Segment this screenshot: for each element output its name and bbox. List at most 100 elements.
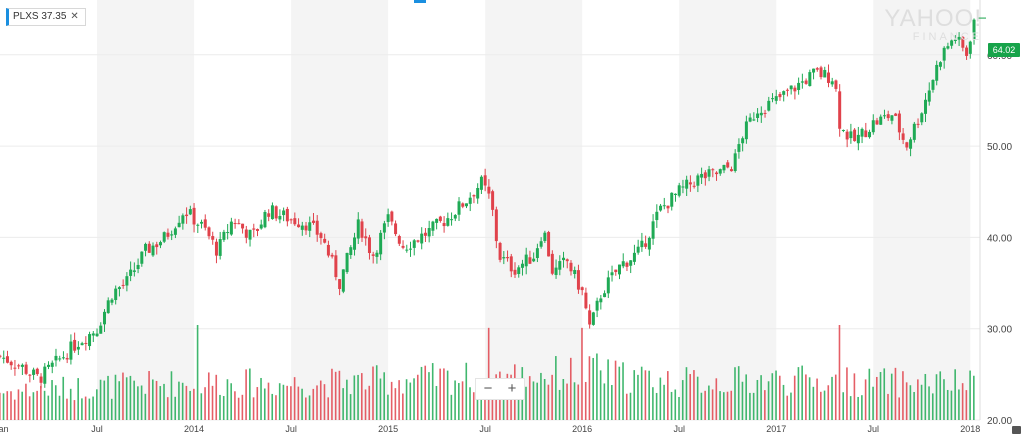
candle-body [65, 358, 69, 360]
volume-bar [674, 389, 677, 420]
volume-bar [174, 396, 176, 420]
volume-bar [566, 383, 568, 420]
volume-bar [640, 366, 643, 420]
top-scroll-marker[interactable] [414, 0, 426, 3]
candle-body [132, 270, 136, 272]
candle-body [80, 343, 84, 346]
volume-bar [737, 366, 740, 420]
candle-body [924, 99, 928, 114]
volume-bar [133, 380, 135, 420]
candle-body [640, 240, 644, 248]
volume-bar [827, 385, 830, 420]
candle-body [968, 41, 972, 54]
x-tick-label: Jul [868, 424, 880, 434]
zoom-out-button[interactable]: − [483, 380, 493, 397]
candle-body [457, 201, 461, 215]
volume-bar [107, 375, 109, 420]
candle-body [181, 215, 185, 224]
candle-body [793, 87, 797, 92]
volume-bar [40, 385, 42, 420]
volume-bar [633, 370, 636, 420]
candle-body [129, 269, 133, 276]
candle-body [961, 36, 965, 48]
volume-bar [357, 374, 359, 420]
zoom-controls: − + [475, 378, 525, 400]
candle-body [599, 298, 603, 303]
volume-bar [890, 373, 893, 420]
candle-body [117, 287, 121, 290]
logo-line1: YAHOO! [884, 5, 982, 32]
candle-body [423, 232, 427, 236]
candle-body [323, 238, 327, 243]
volume-bar [17, 389, 20, 420]
candle-body [468, 197, 472, 204]
candle-body [476, 188, 480, 199]
volume-bar [54, 385, 57, 420]
candle-body [569, 262, 573, 272]
volume-bar [887, 393, 889, 420]
volume-bar [689, 374, 692, 420]
volume-bar [428, 372, 430, 420]
volume-bar [532, 381, 535, 420]
volume-bar [939, 371, 942, 420]
volume-bar [577, 384, 580, 420]
candle-body [789, 85, 793, 90]
volume-bar [775, 370, 777, 420]
volume-bar [875, 376, 878, 420]
candle-body [752, 119, 756, 121]
candle-body [252, 228, 256, 230]
zoom-in-button[interactable]: + [507, 380, 517, 397]
candle-body [517, 267, 521, 275]
volume-bar [36, 390, 38, 420]
volume-bars [0, 325, 975, 420]
volume-bar [629, 392, 632, 420]
candle-body [603, 293, 607, 298]
candle-body [360, 221, 364, 238]
candle-body [334, 255, 338, 278]
candle-body [435, 218, 439, 223]
volume-bar [487, 327, 490, 420]
volume-bar [222, 396, 225, 420]
candle-body [270, 205, 274, 220]
candle-body [871, 120, 875, 133]
candle-body [401, 245, 405, 248]
volume-bar [282, 384, 285, 420]
volume-bar [648, 370, 650, 420]
candle-body [158, 242, 162, 246]
settings-icon[interactable] [1012, 426, 1021, 434]
candle-body [823, 69, 827, 78]
close-icon[interactable]: ✕ [70, 11, 79, 22]
candle-body [748, 117, 752, 122]
volume-bar [592, 357, 594, 420]
volume-bar [305, 397, 307, 420]
candle-body [241, 223, 245, 229]
volume-bar [334, 371, 337, 420]
volume-bar [831, 376, 833, 420]
volume-bar [547, 384, 550, 420]
candle-body [229, 221, 233, 235]
volume-bar [103, 380, 106, 420]
candle-body [13, 367, 17, 369]
volume-bar [726, 391, 729, 420]
volume-bar [96, 389, 98, 420]
volume-bar [260, 377, 262, 420]
volume-bar [734, 367, 736, 420]
ticker-chip[interactable]: PLXS 37.35 ✕ [6, 8, 86, 26]
candle-body [565, 259, 569, 262]
volume-bar [749, 392, 751, 420]
volume-bar [252, 397, 255, 420]
candle-body [483, 175, 487, 186]
candle-body [412, 240, 416, 248]
volume-bar [390, 381, 393, 420]
candle-body [319, 233, 323, 239]
candle-body [759, 112, 763, 116]
candle-body [729, 169, 733, 172]
logo-line2: FINANCE [912, 31, 982, 43]
candle-body [162, 232, 166, 242]
x-tick-label: 2014 [184, 424, 204, 434]
candle-body [147, 243, 151, 253]
volume-bar [450, 394, 453, 420]
volume-bar [114, 374, 117, 420]
volume-bar [681, 380, 684, 420]
volume-bar [637, 374, 639, 420]
